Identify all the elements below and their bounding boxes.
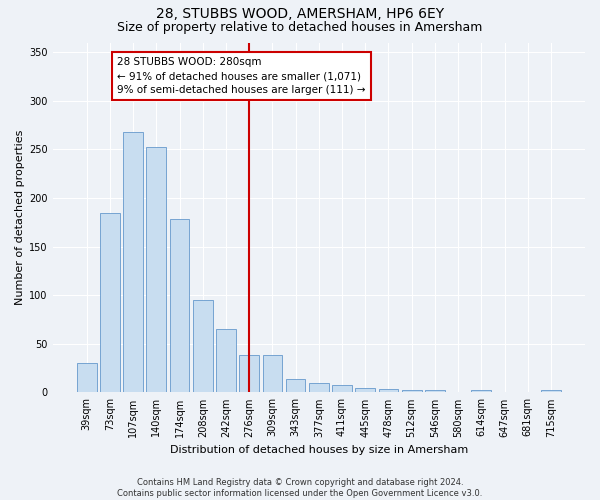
- Bar: [355, 388, 375, 392]
- Text: Size of property relative to detached houses in Amersham: Size of property relative to detached ho…: [118, 21, 482, 34]
- Bar: [77, 364, 97, 392]
- Text: Contains HM Land Registry data © Crown copyright and database right 2024.
Contai: Contains HM Land Registry data © Crown c…: [118, 478, 482, 498]
- Text: 28 STUBBS WOOD: 280sqm
← 91% of detached houses are smaller (1,071)
9% of semi-d: 28 STUBBS WOOD: 280sqm ← 91% of detached…: [117, 57, 365, 95]
- Bar: [100, 212, 120, 392]
- Bar: [541, 390, 561, 392]
- Text: 28, STUBBS WOOD, AMERSHAM, HP6 6EY: 28, STUBBS WOOD, AMERSHAM, HP6 6EY: [156, 8, 444, 22]
- Bar: [332, 384, 352, 392]
- Y-axis label: Number of detached properties: Number of detached properties: [15, 130, 25, 305]
- Bar: [402, 390, 422, 392]
- Bar: [216, 329, 236, 392]
- Bar: [472, 390, 491, 392]
- Bar: [425, 390, 445, 392]
- Bar: [123, 132, 143, 392]
- Bar: [263, 356, 282, 393]
- Bar: [146, 148, 166, 392]
- X-axis label: Distribution of detached houses by size in Amersham: Distribution of detached houses by size …: [170, 445, 468, 455]
- Bar: [379, 388, 398, 392]
- Bar: [309, 382, 329, 392]
- Bar: [286, 379, 305, 392]
- Bar: [170, 220, 190, 392]
- Bar: [239, 354, 259, 393]
- Bar: [193, 300, 212, 392]
